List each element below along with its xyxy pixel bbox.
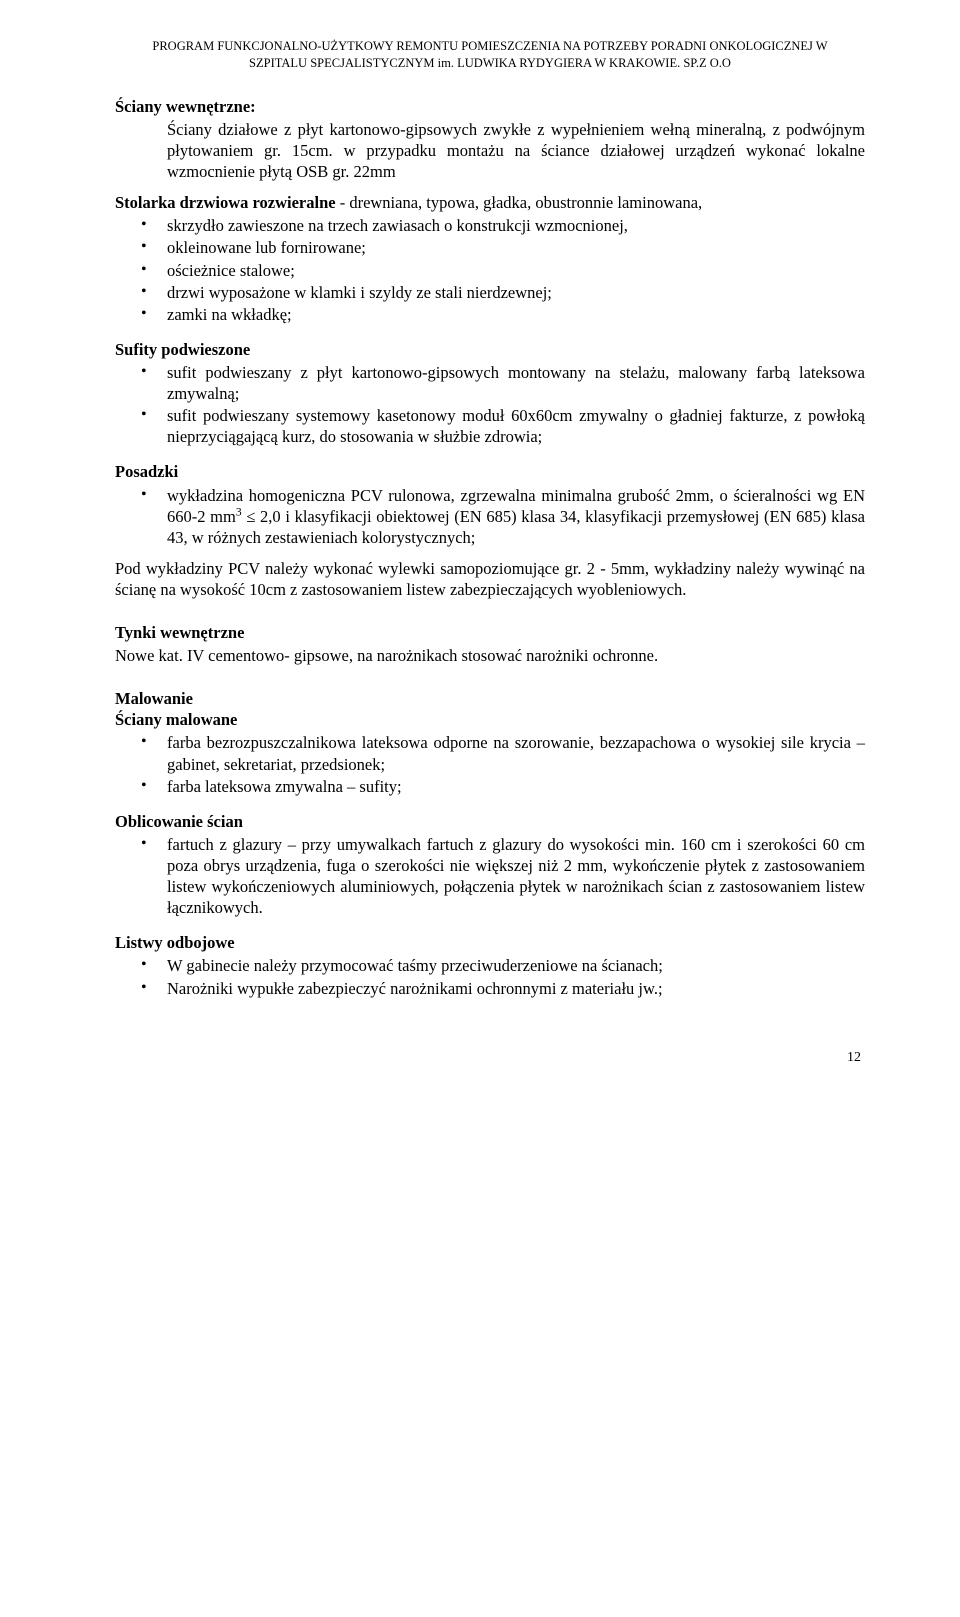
- list-item: farba lateksowa zmywalna – sufity;: [115, 776, 865, 797]
- stolarka-list: skrzydło zawieszone na trzech zawiasach …: [115, 215, 865, 325]
- page-header: PROGRAM FUNKCJONALNO-UŻYTKOWY REMONTU PO…: [115, 38, 865, 72]
- list-item: wykładzina homogeniczna PCV rulonowa, zg…: [115, 485, 865, 548]
- header-line2: SZPITALU SPECJALISTYCZNYM im. LUDWIKA RY…: [115, 55, 865, 72]
- list-item: sufit podwieszany systemowy kasetonowy m…: [115, 405, 865, 447]
- posadzki-list: wykładzina homogeniczna PCV rulonowa, zg…: [115, 485, 865, 548]
- list-item: okleinowane lub fornirowane;: [115, 237, 865, 258]
- section-sciany-title: Ściany wewnętrzne:: [115, 96, 865, 117]
- section-stolarka-intro: Stolarka drzwiowa rozwieralne - drewnian…: [115, 192, 865, 213]
- list-item: zamki na wkładkę;: [115, 304, 865, 325]
- list-item: fartuch z glazury – przy umywalkach fart…: [115, 834, 865, 918]
- list-item: drzwi wyposażone w klamki i szyldy ze st…: [115, 282, 865, 303]
- section-tynki-title: Tynki wewnętrzne: [115, 622, 865, 643]
- malowanie-list: farba bezrozpuszczalnikowa lateksowa odp…: [115, 732, 865, 796]
- section-stolarka-intro-text: - drewniana, typowa, gładka, obustronnie…: [336, 193, 703, 212]
- section-posadzki-title: Posadzki: [115, 461, 865, 482]
- section-malowanie-title: Malowanie: [115, 688, 865, 709]
- section-stolarka-title: Stolarka drzwiowa rozwieralne: [115, 193, 336, 212]
- sufity-list: sufit podwieszany z płyt kartonowo-gipso…: [115, 362, 865, 447]
- section-sufity-title: Sufity podwieszone: [115, 339, 865, 360]
- list-item: Narożniki wypukłe zabezpieczyć narożnika…: [115, 978, 865, 999]
- tynki-p1: Nowe kat. IV cementowo- gipsowe, na naro…: [115, 645, 865, 666]
- list-item: W gabinecie należy przymocować taśmy prz…: [115, 955, 865, 976]
- list-item: ościeżnice stalowe;: [115, 260, 865, 281]
- section-oblicowanie-title: Oblicowanie ścian: [115, 811, 865, 832]
- header-line1: PROGRAM FUNKCJONALNO-UŻYTKOWY REMONTU PO…: [115, 38, 865, 55]
- list-item: skrzydło zawieszone na trzech zawiasach …: [115, 215, 865, 236]
- posadzki-p2: Pod wykładziny PCV należy wykonać wylewk…: [115, 558, 865, 600]
- listwy-list: W gabinecie należy przymocować taśmy prz…: [115, 955, 865, 998]
- page-number: 12: [115, 1049, 865, 1067]
- section-sciany-p1: Ściany działowe z płyt kartonowo-gipsowy…: [115, 119, 865, 182]
- section-malowanie-sub: Ściany malowane: [115, 709, 865, 730]
- section-listwy-title: Listwy odbojowe: [115, 932, 865, 953]
- list-item: farba bezrozpuszczalnikowa lateksowa odp…: [115, 732, 865, 774]
- oblicowanie-list: fartuch z glazury – przy umywalkach fart…: [115, 834, 865, 918]
- list-item: sufit podwieszany z płyt kartonowo-gipso…: [115, 362, 865, 404]
